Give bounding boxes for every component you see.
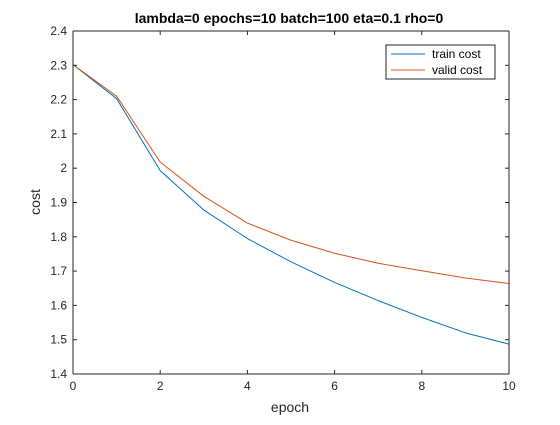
x-axis-label: epoch bbox=[271, 399, 309, 415]
y-axis-label: cost bbox=[27, 189, 43, 215]
y-tick-label: 2 bbox=[60, 161, 67, 175]
x-tick-label: 0 bbox=[70, 379, 77, 393]
chart-title: lambda=0 epochs=10 batch=100 eta=0.1 rho… bbox=[135, 10, 444, 26]
y-tick-label: 1.5 bbox=[50, 333, 67, 347]
legend-label-valid-cost: valid cost bbox=[432, 63, 483, 77]
series-line-train-cost bbox=[72, 64, 510, 345]
y-tick-label: 2.3 bbox=[50, 58, 67, 72]
x-tick-label: 10 bbox=[502, 379, 516, 393]
legend: train cost valid cost bbox=[385, 44, 496, 80]
x-tick-label: 4 bbox=[244, 379, 251, 393]
series-line-valid-cost bbox=[72, 64, 510, 284]
y-tick-label: 2.4 bbox=[50, 24, 67, 38]
y-tick-label: 1.6 bbox=[50, 298, 67, 312]
tick-layer: 0 2 4 6 8 10 1.4 1.5 1.6 1.7 1.8 1.9 2 2.1 2.2 2.3 2.4 bbox=[50, 24, 516, 393]
y-tick-label: 1.4 bbox=[50, 367, 67, 381]
plot-area bbox=[73, 31, 509, 374]
y-tick-label: 1.7 bbox=[50, 264, 67, 278]
y-tick-label: 1.8 bbox=[50, 230, 67, 244]
y-tick-label: 1.9 bbox=[50, 196, 67, 210]
x-tick-label: 6 bbox=[331, 379, 338, 393]
x-tick-label: 2 bbox=[157, 379, 164, 393]
y-tick-label: 2.1 bbox=[50, 127, 67, 141]
legend-label-train-cost: train cost bbox=[432, 47, 481, 61]
x-tick-label: 8 bbox=[418, 379, 425, 393]
y-tick-label: 2.2 bbox=[50, 93, 67, 107]
legend-box bbox=[385, 44, 496, 80]
series-layer bbox=[72, 64, 510, 345]
